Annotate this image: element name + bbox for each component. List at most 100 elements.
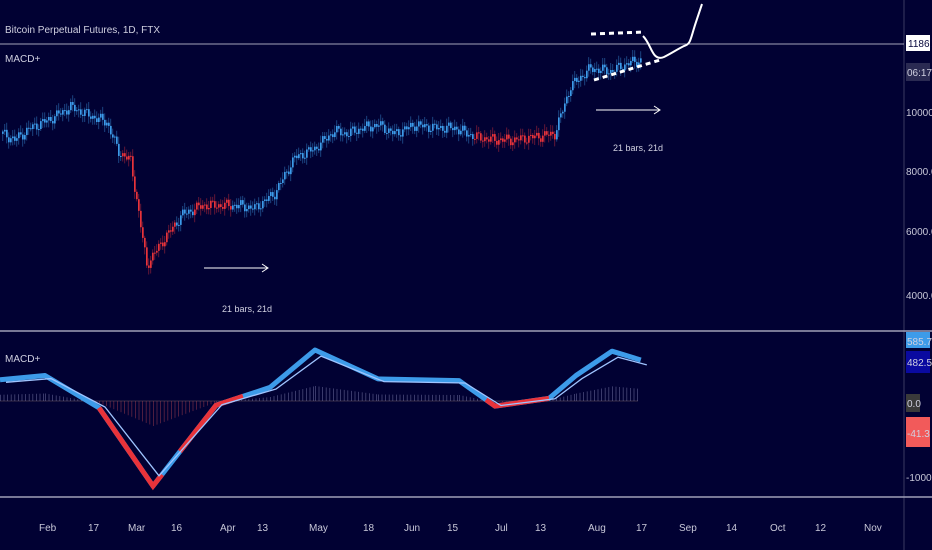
candle-body <box>36 123 38 130</box>
histogram-bar <box>439 394 440 401</box>
candle-body <box>272 192 274 197</box>
candle-body <box>348 136 350 138</box>
candle-body <box>152 252 154 261</box>
candle-body <box>308 147 310 150</box>
candle-body <box>302 153 304 159</box>
candle-body <box>326 138 328 141</box>
candle-body <box>240 200 242 206</box>
histogram-bar <box>619 387 620 401</box>
time-label: 13 <box>257 523 269 534</box>
range-label-2: 21 bars, 21d <box>613 143 663 153</box>
candle-body <box>598 68 600 74</box>
candle-body <box>208 207 210 210</box>
price-tick: 6000.0 <box>906 227 932 238</box>
histogram-bar <box>372 393 374 401</box>
histogram-bar <box>109 401 111 408</box>
wedge-lower-line <box>593 58 661 82</box>
candle-body <box>562 111 564 114</box>
candle-body <box>294 155 296 158</box>
candle-body <box>32 124 34 130</box>
candle-body <box>616 64 618 72</box>
candle-body <box>426 124 428 126</box>
projection-path <box>642 3 703 59</box>
candle-body <box>368 121 370 127</box>
candle-body <box>518 139 520 141</box>
candle-body <box>2 131 4 134</box>
candle-body <box>486 137 488 140</box>
candle-body <box>168 230 170 233</box>
price-candles <box>2 49 642 275</box>
histogram-bar <box>36 393 37 401</box>
candle-body <box>290 167 292 175</box>
time-label: Sep <box>679 523 697 534</box>
hist-tag: -41.3 <box>907 429 930 440</box>
candle-body <box>138 199 140 211</box>
candle-body <box>128 155 130 160</box>
histogram-bar <box>248 399 250 401</box>
histogram-bar <box>446 394 448 401</box>
histogram-bar <box>291 391 293 401</box>
candle-body <box>384 124 386 134</box>
histogram-bar <box>241 399 242 401</box>
candle-body <box>540 138 542 142</box>
candle-body <box>388 128 390 133</box>
candle-body <box>66 110 68 115</box>
candle-body <box>600 70 602 74</box>
candle-body <box>434 123 436 125</box>
candle-body <box>76 110 78 112</box>
histogram-bar <box>244 399 246 401</box>
candle-body <box>490 136 492 142</box>
candle-body <box>176 222 178 226</box>
macd-line <box>0 347 642 489</box>
histogram-bar <box>48 394 50 401</box>
histogram-bar <box>288 392 289 401</box>
candle-body <box>640 58 642 63</box>
histogram-bar <box>255 398 257 401</box>
candle-body <box>62 110 64 115</box>
histogram-bar <box>608 387 610 401</box>
candle-body <box>500 138 502 141</box>
candle-body <box>340 128 342 136</box>
candle-body <box>310 147 312 152</box>
candle-body <box>276 190 278 200</box>
candle-body <box>430 130 432 133</box>
histogram-bar <box>457 394 458 401</box>
histogram-bar <box>196 401 197 410</box>
candle-body <box>92 115 94 119</box>
candle-body <box>296 155 298 159</box>
histogram-bar <box>0 394 1 401</box>
histogram-bar <box>347 390 349 401</box>
candle-body <box>230 206 232 210</box>
histogram-bar <box>333 388 334 401</box>
histogram-bar <box>145 401 147 423</box>
candle-body <box>84 109 86 116</box>
candle-body <box>236 204 238 209</box>
histogram-bar <box>388 394 390 401</box>
time-label: Aug <box>588 523 606 534</box>
histogram-bar <box>153 401 154 426</box>
candle-body <box>628 63 630 66</box>
candle-body <box>498 140 500 145</box>
histogram-bar <box>63 396 64 401</box>
histogram-bar <box>99 401 100 403</box>
histogram-bar <box>361 392 363 401</box>
candle-body <box>392 130 394 135</box>
histogram-bar <box>597 389 599 401</box>
countdown-tag-bg <box>906 63 930 81</box>
histogram-bar <box>552 399 554 401</box>
zero-tag-bg <box>906 394 920 412</box>
candle-body <box>314 146 316 151</box>
histogram-bar <box>259 398 260 401</box>
candle-body <box>298 154 300 159</box>
histogram-bar <box>586 391 588 401</box>
candle-body <box>352 126 354 129</box>
histogram-bar <box>424 394 426 401</box>
candle-body <box>572 81 574 91</box>
candle-body <box>454 126 456 131</box>
candle-body <box>16 138 18 141</box>
candle-body <box>504 139 506 142</box>
histogram-bar <box>392 394 394 401</box>
candle-body <box>96 118 98 122</box>
candle-body <box>24 135 26 140</box>
